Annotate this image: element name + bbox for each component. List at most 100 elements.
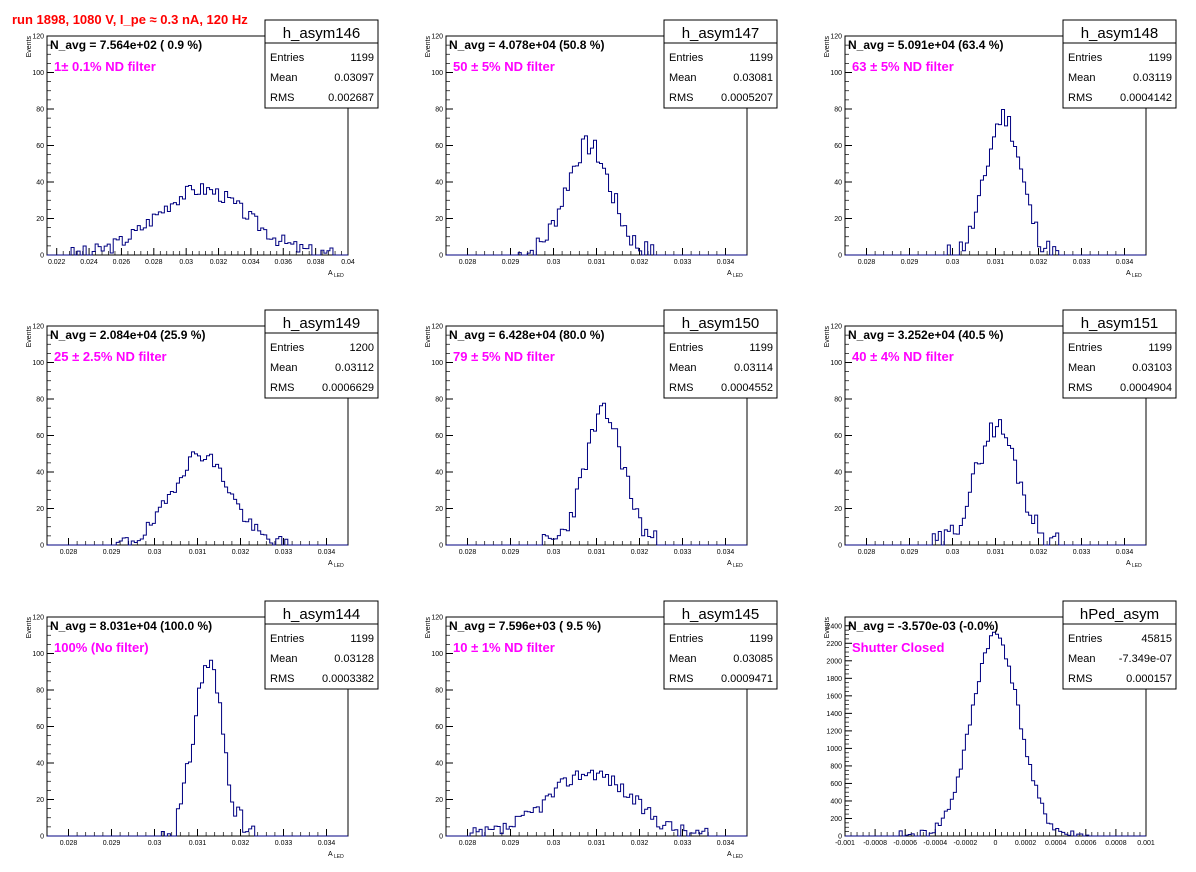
y-tick-label: 60	[36, 433, 44, 440]
x-tick-label: 0.028	[145, 259, 163, 266]
stats-box-frame	[1062, 600, 1177, 690]
y-tick-label: 120	[431, 324, 443, 331]
x-axis-label: A	[1126, 560, 1131, 567]
x-tick-label: 0.029	[502, 259, 520, 266]
n-avg-label: N_avg = 2.084e+04 (25.9 %)	[50, 328, 205, 342]
y-axis-label: Events	[425, 326, 432, 348]
x-tick-label: 0.036	[275, 259, 293, 266]
y-tick-label: 0	[838, 834, 842, 841]
y-tick-label: 0	[40, 834, 44, 841]
y-tick-label: 20	[36, 216, 44, 223]
y-tick-label: 120	[830, 34, 842, 41]
y-tick-label: 0	[838, 253, 842, 260]
y-tick-label: 60	[435, 143, 443, 150]
stats-box-frame	[1062, 19, 1177, 109]
histogram-name: h_asym148	[1081, 25, 1159, 42]
y-tick-label: 20	[834, 216, 842, 223]
n-avg-label: N_avg = 5.091e+04 (63.4 %)	[848, 38, 1003, 52]
stats-label: RMS	[270, 382, 294, 394]
x-tick-label: 0.034	[717, 840, 735, 847]
stats-label: Mean	[669, 72, 697, 84]
y-tick-label: 100	[830, 360, 842, 367]
x-tick-label: 0.029	[502, 840, 520, 847]
x-tick-label: 0.031	[588, 259, 606, 266]
x-tick-label: 0.03	[547, 840, 561, 847]
x-tick-label: 0.029	[103, 549, 121, 556]
stats-label: Entries	[270, 633, 305, 645]
histogram-line	[446, 402, 747, 546]
y-tick-label: 60	[36, 724, 44, 731]
stats-value: 0.03081	[733, 72, 773, 84]
y-tick-label: 40	[36, 180, 44, 187]
x-tick-label: -0.001	[835, 840, 855, 847]
run-title: run 1898, 1080 V, I_pe ≈ 0.3 nA, 120 Hz	[12, 12, 248, 27]
y-tick-label: 100	[32, 360, 44, 367]
n-avg-label: N_avg = 4.078e+04 (50.8 %)	[449, 38, 604, 52]
x-tick-label: 0.026	[113, 259, 131, 266]
stats-label: Mean	[270, 362, 298, 374]
filter-annotation: 79 ± 5% ND filter	[453, 349, 555, 364]
histogram-line	[845, 631, 1146, 837]
panel-h_asym145: 0 20 40 60 80 100 120 0.028 0.029 0.03 0.031 0.032 0…	[425, 600, 778, 860]
stats-box-frame	[264, 309, 379, 399]
stats-box: h_asym147 Entries 1199 Mean 0.03081 RMS 0.0005…	[663, 19, 778, 109]
stats-label: RMS	[1068, 673, 1092, 685]
y-tick-label: 2000	[826, 658, 842, 665]
y-tick-label: 1200	[826, 728, 842, 735]
y-tick-label: 120	[32, 34, 44, 41]
filter-annotation: Shutter Closed	[852, 640, 945, 655]
x-tick-label: 0.028	[459, 549, 477, 556]
stats-value: 1199	[1148, 342, 1172, 354]
y-tick-label: 0	[40, 253, 44, 260]
x-tick-label: 0.032	[232, 549, 250, 556]
x-tick-label: 0.031	[588, 840, 606, 847]
stats-label: Entries	[669, 52, 704, 64]
histogram-name: h_asym146	[283, 25, 361, 42]
y-axis-label: Events	[824, 326, 831, 348]
x-tick-label: 0.034	[1116, 259, 1134, 266]
stats-value: 1200	[350, 342, 374, 354]
stats-label: RMS	[669, 92, 693, 104]
stats-label: Entries	[1068, 633, 1103, 645]
histogram-line	[47, 183, 348, 256]
y-tick-label: 80	[36, 107, 44, 114]
stats-value: 0.0004142	[1120, 92, 1172, 104]
y-tick-label: 80	[36, 397, 44, 404]
x-tick-label: 0.028	[459, 840, 477, 847]
x-axis-label-subscript: LED	[733, 273, 743, 279]
y-tick-label: 0	[439, 834, 443, 841]
stats-value: 0.0003382	[322, 673, 374, 685]
stats-label: Mean	[1068, 72, 1096, 84]
y-tick-label: 0	[40, 543, 44, 550]
y-axis-label: Events	[26, 36, 33, 58]
x-axis-label: A	[727, 851, 732, 858]
x-tick-label: 0.03	[179, 259, 193, 266]
x-tick-label: 0.031	[987, 549, 1005, 556]
stats-label: Mean	[669, 362, 697, 374]
x-axis-label: A	[328, 270, 333, 277]
x-axis-label: A	[727, 270, 732, 277]
n-avg-label: N_avg = 8.031e+04 (100.0 %)	[50, 619, 212, 633]
x-tick-label: 0.033	[275, 549, 293, 556]
x-axis-label-subscript: LED	[1132, 563, 1142, 569]
stats-label: RMS	[1068, 92, 1092, 104]
y-tick-label: 80	[435, 107, 443, 114]
y-tick-label: 0	[439, 543, 443, 550]
stats-label: Mean	[270, 653, 298, 665]
stats-label: Entries	[270, 52, 305, 64]
histogram-line	[446, 135, 747, 256]
x-tick-label: 0.038	[307, 259, 325, 266]
n-avg-label: N_avg = 3.252e+04 (40.5 %)	[848, 328, 1003, 342]
panel-h_asym148: 0 20 40 60 80 100 120 0.028 0.029 0.03 0.031 0.032 0…	[824, 19, 1177, 279]
y-tick-label: 40	[36, 761, 44, 768]
x-tick-label: 0.03	[148, 549, 162, 556]
x-tick-label: 0.029	[901, 549, 919, 556]
x-tick-label: 0.028	[459, 259, 477, 266]
stats-box: h_asym149 Entries 1200 Mean 0.03112 RMS 0.0006…	[264, 309, 379, 399]
y-tick-label: 80	[435, 397, 443, 404]
stats-label: Entries	[1068, 342, 1103, 354]
y-tick-label: 120	[431, 615, 443, 622]
y-tick-label: 40	[435, 180, 443, 187]
x-tick-label: 0.0006	[1075, 840, 1097, 847]
